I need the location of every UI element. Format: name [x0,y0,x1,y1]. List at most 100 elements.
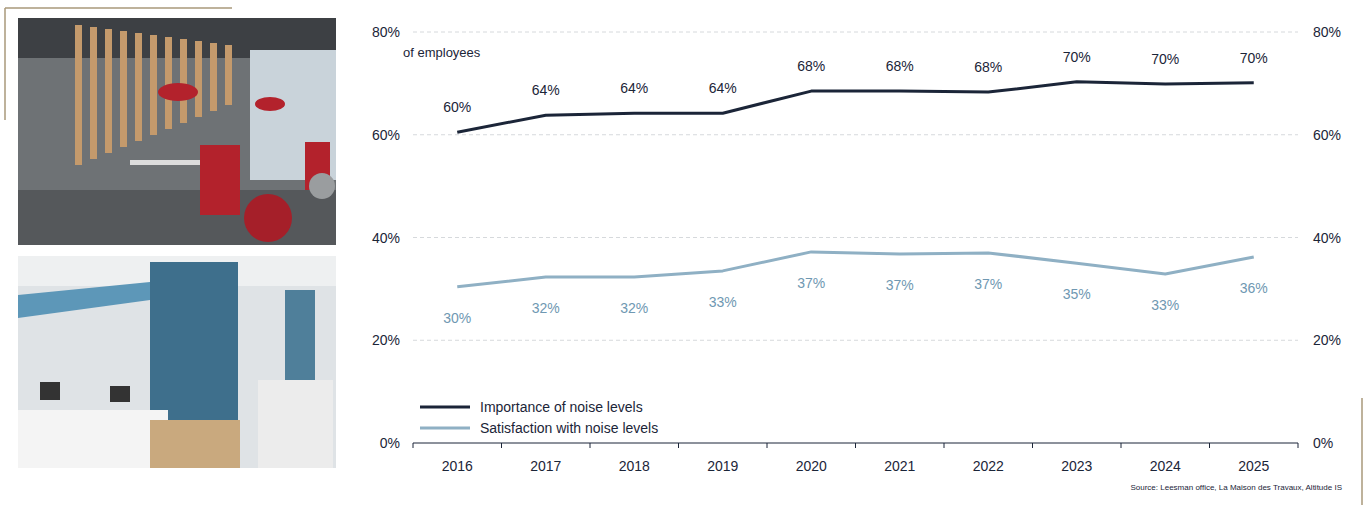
y2-tick [1298,237,1299,238]
data-label: 32% [532,300,560,316]
data-label: 68% [974,59,1002,75]
photo-slat [195,41,202,117]
photo-ball [309,173,335,199]
y2-tick-label: 40% [1313,230,1341,246]
y2-tick [1298,32,1299,33]
x-tick [855,443,856,448]
photo-slat [150,35,157,135]
data-label: 64% [532,82,560,98]
x-tick [590,443,591,448]
decoration [5,8,1362,505]
data-label: 37% [974,276,1002,292]
x-tick-label: 2021 [884,458,915,474]
x-tick-label: 2025 [1238,458,1269,474]
x-tick [1121,443,1122,448]
y2-tick [1298,134,1299,135]
photo-panel [200,145,240,215]
data-label: 32% [620,300,648,316]
y2-tick-label: 20% [1313,332,1341,348]
legend-label: Satisfaction with noise levels [480,420,658,436]
photo-cabinet [258,380,333,468]
photo-slat [225,45,232,105]
x-tick-label: 2023 [1061,458,1092,474]
grid-line [413,32,1298,33]
data-label: 35% [1063,286,1091,302]
frame-line [4,8,6,120]
photo-bg [18,256,336,468]
grid-line [413,134,1298,135]
data-label: 64% [620,80,648,96]
grid-line [413,340,1298,341]
photo-lamp [158,83,198,101]
data-label: 70% [1063,49,1091,65]
x-tick-label: 2024 [1150,458,1181,474]
x-tick-label: 2018 [619,458,650,474]
y2-tick-label: 60% [1313,127,1341,143]
x-tick-label: 2017 [530,458,561,474]
y2-tick-label: 0% [1313,435,1333,451]
photo-slat [165,37,172,129]
photo-screen [110,386,130,402]
data-label: 30% [443,310,471,326]
x-tick [501,443,502,448]
photo-desk [18,410,168,468]
x-tick [767,443,768,448]
photo-slat [90,27,97,159]
y-tick-label: 40% [372,230,400,246]
legend-label: Importance of noise levels [480,399,643,415]
data-labels: 60% 64% 64% 64% 68% 68% 68% 70% 70% 70% 30% 32% 32% 3… [443,49,1268,326]
data-label: 68% [797,58,825,74]
x-tick [944,443,945,448]
photo-baffle [18,282,150,318]
photo-screen [40,382,60,400]
x-tick [1298,443,1299,448]
data-label: 70% [1240,50,1268,66]
data-label: 60% [443,99,471,115]
frame-line [5,7,232,9]
y-tick-label: 60% [372,127,400,143]
data-label: 33% [709,294,737,310]
x-tick [413,443,414,448]
photo-slat [210,43,217,111]
x-tick-label: 2019 [707,458,738,474]
photo-desk [130,160,200,165]
data-label: 37% [886,277,914,293]
photo-slat [75,25,82,165]
series-line [457,252,1254,287]
x-tick [678,443,679,448]
legend-swatch [420,406,470,409]
photo-slat [120,31,127,147]
data-label: 33% [1151,297,1179,313]
y-tick-label: 20% [372,332,400,348]
y-axis-title: of employees [403,45,481,60]
photo-lamp [255,97,285,111]
y-tick-label: 80% [372,24,400,40]
frame-line [1361,398,1363,505]
data-label: 70% [1151,51,1179,67]
grid [413,32,1298,443]
data-label: 68% [886,58,914,74]
photo-slat [180,39,187,123]
grid-line [413,237,1298,238]
legend: Importance of noise levels Satisfaction w… [420,399,658,436]
series-line [457,82,1254,132]
x-tick-label: 2020 [796,458,827,474]
data-label: 64% [709,80,737,96]
x-tick-label: 2016 [442,458,473,474]
photo [18,18,336,245]
photo-bg [18,18,336,245]
x-tick [1209,443,1210,448]
source: Source: Leesman office, La Maison des Tr… [1130,483,1342,492]
photo-slat [135,33,142,141]
photo-desk [150,420,240,468]
y-tick-label: 0% [380,435,400,451]
lines [457,82,1254,287]
photo-floor [18,190,336,245]
legend-swatch [420,427,470,430]
x-tick-label: 2022 [973,458,1004,474]
photo-ball [244,194,292,242]
photo-slat [105,29,112,153]
photo [18,256,336,468]
x-tick [1032,443,1033,448]
data-label: 37% [797,275,825,291]
